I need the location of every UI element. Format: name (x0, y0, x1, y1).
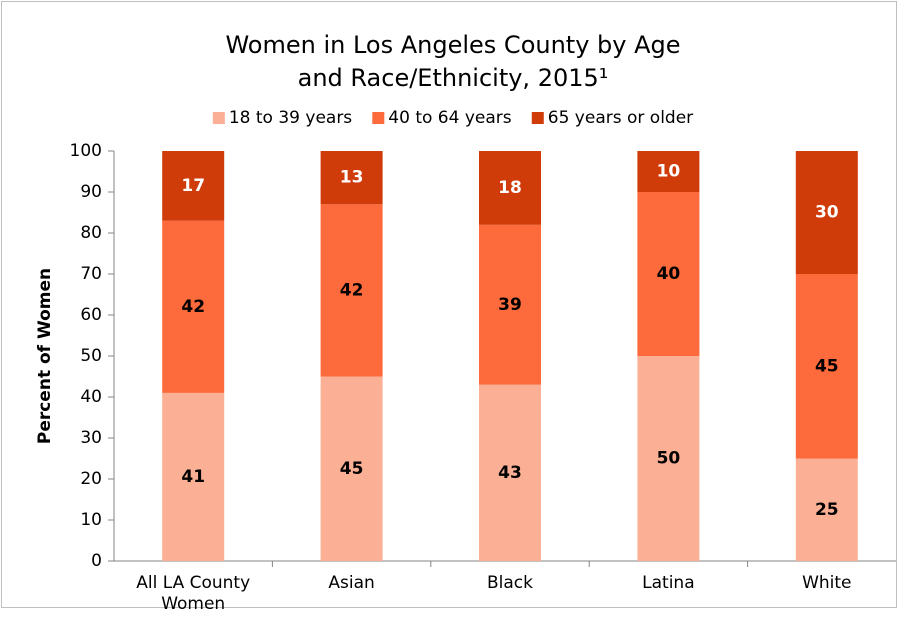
data-label: 10 (657, 162, 681, 182)
chart-title: and Race/Ethnicity, 2015¹ (298, 64, 609, 92)
bar-segment (637, 356, 700, 561)
data-label: 39 (498, 295, 522, 315)
bar-segment (479, 384, 541, 561)
bar-segment (637, 151, 700, 192)
bar-segment (162, 220, 225, 393)
x-tick-label: Asian (328, 573, 374, 593)
bar-segment (637, 192, 700, 356)
x-tick-label: Black (487, 573, 533, 593)
y-tick-label: 20 (80, 469, 102, 489)
y-tick-label: 10 (80, 510, 102, 530)
data-label: 43 (498, 463, 522, 483)
bar-segment (479, 151, 541, 225)
x-tick-label: All LA County Women (136, 573, 250, 614)
chart-title: Women in Los Angeles County by Age (225, 31, 680, 59)
bar-segment (162, 151, 225, 221)
bar-segment (795, 274, 858, 459)
chart-frame (1, 1, 897, 608)
data-label: 25 (815, 500, 839, 520)
y-tick-label: 0 (91, 551, 102, 571)
y-tick-label: 50 (80, 346, 102, 366)
bar-segment (795, 151, 858, 274)
x-tick-label: Latina (642, 573, 694, 593)
data-label: 30 (815, 203, 839, 223)
data-label: 45 (340, 459, 364, 479)
x-tick-label: White (802, 573, 851, 593)
legend-label: 65 years or older (548, 108, 693, 128)
bar-segment (320, 376, 383, 561)
y-tick-label: 30 (80, 428, 102, 448)
legend-label: 40 to 64 years (388, 108, 511, 128)
bar-segment (320, 204, 383, 377)
data-label: 45 (815, 356, 839, 376)
data-label: 17 (181, 176, 205, 196)
y-tick-label: 60 (80, 305, 102, 325)
bar-segment (795, 458, 858, 561)
y-tick-label: 40 (80, 387, 102, 407)
data-label: 42 (340, 280, 364, 300)
data-label: 50 (657, 449, 681, 469)
y-tick-label: 70 (80, 264, 102, 284)
data-label: 18 (498, 178, 522, 198)
legend-item: 18 to 39 years (212, 108, 352, 128)
y-tick-label: 100 (70, 141, 102, 161)
legend-swatch (372, 112, 385, 124)
y-axis-label: Percent of Women (35, 268, 55, 444)
bar-segment (320, 151, 383, 205)
legend-swatch (212, 112, 225, 124)
data-label: 40 (657, 264, 681, 284)
y-tick-label: 80 (80, 223, 102, 243)
legend-label: 18 to 39 years (229, 108, 352, 128)
legend: 18 to 39 years 40 to 64 years 65 years or … (212, 108, 693, 128)
legend-swatch (531, 112, 544, 124)
legend-item: 65 years or older (531, 108, 693, 128)
bar-segment (162, 392, 225, 561)
data-label: 13 (340, 168, 364, 188)
bar-segment (479, 224, 541, 385)
data-label: 42 (181, 297, 205, 317)
legend-item: 40 to 64 years (372, 108, 512, 128)
y-tick-label: 90 (80, 182, 102, 202)
data-label: 41 (181, 467, 205, 487)
